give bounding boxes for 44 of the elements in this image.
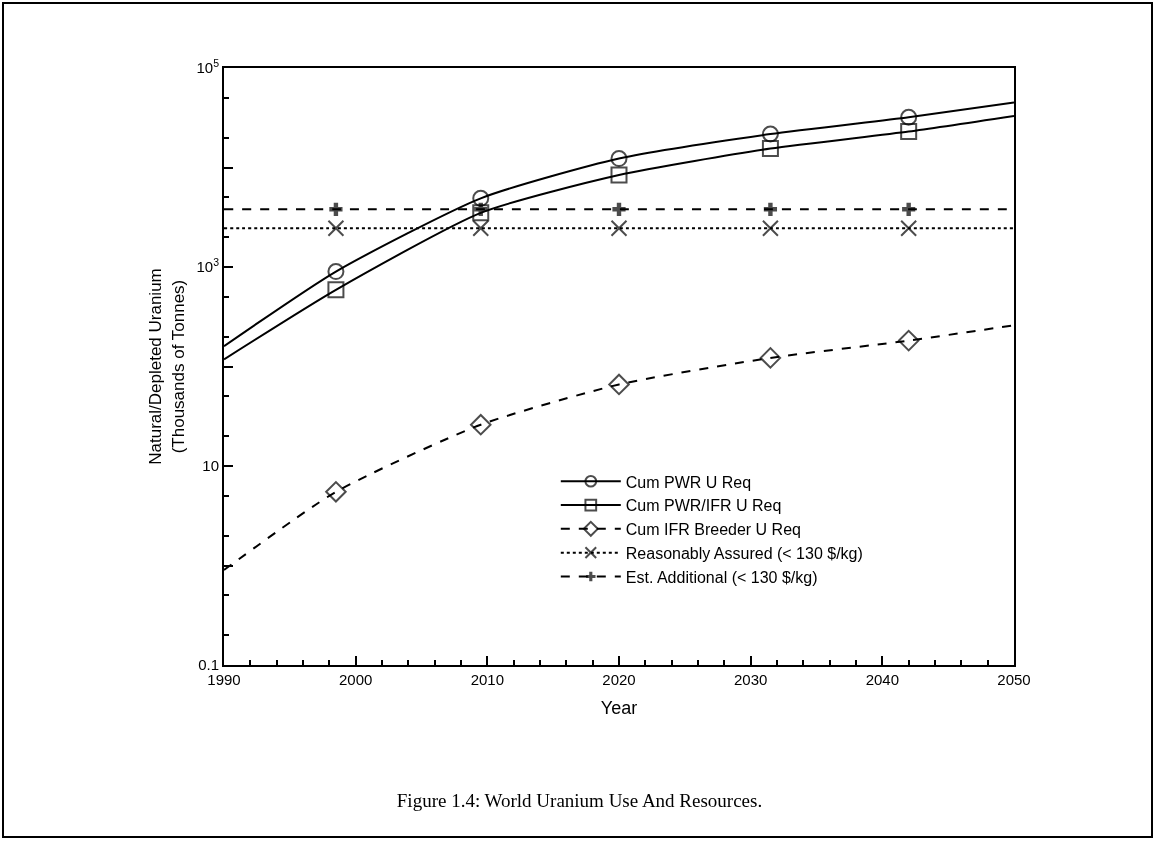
x-axis-title: Year	[600, 697, 638, 718]
point	[900, 108, 918, 126]
point	[608, 373, 630, 396]
point	[612, 202, 626, 216]
point	[761, 219, 779, 237]
legend-label: Cum PWR/IFR U Req	[625, 497, 782, 515]
point	[610, 219, 628, 237]
legend-label: Est. Additional (< 130 $/kg)	[625, 568, 818, 586]
point	[759, 347, 782, 369]
x-tick-label: 2030	[733, 671, 768, 688]
point	[327, 219, 345, 237]
x-tick-label: 1990	[207, 671, 241, 688]
x-tick-label: 2040	[865, 671, 900, 688]
point	[761, 125, 779, 143]
point	[472, 204, 490, 222]
y-tick-label: 10$^{3}$	[196, 255, 220, 276]
legend-label: Reasonably Assured (< 130 $/kg)	[625, 544, 863, 562]
y-tick-label: 10	[202, 457, 219, 475]
point	[329, 202, 343, 216]
point	[900, 219, 918, 237]
point	[472, 189, 490, 207]
legend-label: Cum PWR U Req	[625, 473, 752, 491]
y-axis-title: Natural/Depleted Uranium (Thousands of Tonnes)	[146, 268, 188, 465]
point	[610, 166, 628, 184]
point	[610, 150, 628, 168]
point	[897, 329, 920, 352]
legend-label: Cum IFR Breeder U Req	[625, 521, 801, 539]
x-tick-label: 2010	[470, 671, 505, 688]
point	[761, 140, 779, 158]
point	[472, 219, 490, 237]
point	[763, 202, 778, 216]
x-tick-label: 2050	[997, 671, 1031, 688]
y-tick-label: 10$^{5}$	[196, 56, 220, 77]
x-tick-label: 2020	[602, 671, 636, 688]
point	[900, 123, 918, 141]
point	[474, 202, 488, 216]
x-tick-label: 2000	[338, 671, 373, 688]
y-tick-label: 0.1	[198, 656, 219, 674]
point	[470, 413, 492, 436]
point	[327, 263, 345, 281]
caption: Figure 1.4: World Uranium Use And Resources.	[395, 790, 764, 812]
point	[327, 281, 345, 299]
point	[325, 481, 347, 503]
point	[902, 202, 916, 216]
